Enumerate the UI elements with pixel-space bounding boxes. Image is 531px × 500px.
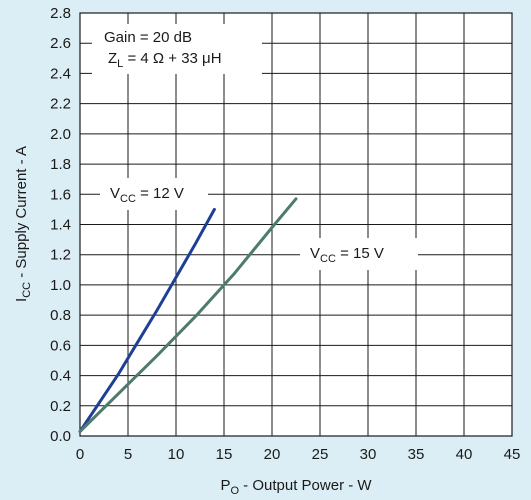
y-tick-label: 0.0 [50,428,71,445]
x-tick-label: 35 [408,446,425,463]
series-line-0 [78,207,216,433]
series-label-12v-text: VCC = 12 V [110,185,184,205]
y-tick-label: 2.4 [50,65,71,82]
x-tick-label: 20 [264,446,281,463]
x-tick-label: 40 [456,446,473,463]
y-axis-title-sub: CC [21,282,33,298]
series-group [78,197,298,433]
y-tick-label: 1.4 [50,217,71,234]
series-label-15v-main: V [310,245,320,262]
x-tick-labels: 0 5 10 15 20 25 30 35 40 45 [76,446,521,463]
x-tick-label: 0 [76,446,84,463]
series-label-12v: VCC = 12 V [100,178,208,210]
x-tick-label: 5 [124,446,132,463]
series-label-12v-main: V [110,185,120,202]
impedance-label-main: Z [108,50,117,67]
y-tick-label: 0.2 [50,398,71,415]
annotation-box: Gain = 20 dB ZL = 4 Ω + 33 μH [92,24,262,74]
y-tick-label: 1.0 [50,277,71,294]
series-label-15v-sub: CC [320,253,336,265]
series-label-12v-background [100,178,208,210]
plot-frame [79,12,513,437]
x-tick-label: 30 [360,446,377,463]
y-tick-label: 1.8 [50,156,71,173]
series-label-12v-rest: = 12 V [136,185,184,202]
y-axis-title-main: I [13,298,30,302]
y-tick-label: 1.2 [50,247,71,264]
y-tick-labels: 0.0 0.2 0.4 0.6 0.8 1.0 1.2 1.4 1.6 1.8 2.0 2.2 2.4 2… [50,5,71,445]
y-tick-label: 2.0 [50,126,71,143]
x-axis-title-rest: - Output Power - W [239,477,372,494]
x-axis-title-sub: O [230,485,239,497]
annotation-background [92,24,262,74]
y-tick-label: 0.6 [50,337,71,354]
y-tick-label: 2.6 [50,35,71,52]
y-tick-label: 2.2 [50,96,71,113]
gridlines [80,13,512,436]
impedance-label-sub: L [117,58,123,70]
y-axis-title-rest: - Supply Current - A [13,146,30,282]
series-label-12v-sub: CC [120,193,136,205]
series-line-1 [78,197,298,433]
series-label-15v: VCC = 15 V [300,238,418,270]
y-tick-label: 0.4 [50,368,71,385]
series-label-15v-text: VCC = 15 V [310,245,384,265]
x-tick-label: 15 [216,446,233,463]
x-tick-label: 25 [312,446,329,463]
y-tick-label: 0.8 [50,307,71,324]
impedance-label: ZL = 4 Ω + 33 μH [108,50,222,70]
impedance-label-rest: = 4 Ω + 33 μH [123,50,221,67]
y-tick-label: 1.6 [50,186,71,203]
x-axis-title: PO - Output Power - W [220,477,372,497]
x-tick-label: 45 [504,446,521,463]
y-axis-title: ICC - Supply Current - A [13,146,33,302]
series-label-15v-background [300,238,418,270]
x-axis-title-main: P [220,477,230,494]
y-tick-label: 2.8 [50,5,71,22]
series-label-15v-rest: = 15 V [336,245,384,262]
x-tick-label: 10 [168,446,185,463]
gain-label: Gain = 20 dB [104,29,192,46]
